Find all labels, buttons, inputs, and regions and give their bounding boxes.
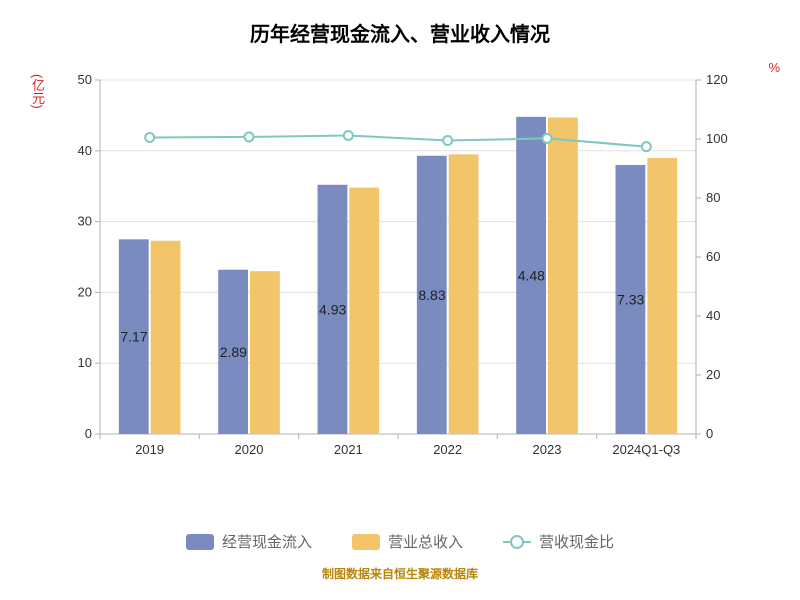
chart-title: 历年经营现金流入、营业收入情况 (0, 0, 800, 47)
bar-revenue (349, 188, 379, 434)
ratio-marker (543, 134, 552, 143)
legend-item-cash: 经营现金流入 (186, 531, 312, 552)
x-tick-label: 2023 (533, 442, 562, 457)
legend-item-revenue: 营业总收入 (352, 531, 463, 552)
chart-plot: 0 10 20 30 40 50 0 20 40 60 80 100 120 7.17 2019 2.89 20… (60, 70, 740, 470)
bar-value-label: 4.93 (319, 301, 346, 317)
bar-value-label: 8.83 (418, 287, 445, 303)
x-tick-label: 2022 (433, 442, 462, 457)
ratio-marker (642, 142, 651, 151)
bar-value-label: 2.89 (220, 344, 247, 360)
x-tick-label: 2021 (334, 442, 363, 457)
legend-item-ratio: 营收现金比 (503, 531, 614, 552)
svg-text:120: 120 (706, 72, 728, 87)
svg-text:100: 100 (706, 131, 728, 146)
bar-revenue (647, 158, 677, 434)
bar-revenue (449, 154, 479, 434)
bar-revenue (151, 241, 181, 434)
bar-revenue (250, 271, 280, 434)
ratio-marker (344, 131, 353, 140)
svg-text:80: 80 (706, 190, 720, 205)
svg-text:10: 10 (78, 355, 92, 370)
legend-swatch-bar (352, 534, 380, 550)
svg-text:20: 20 (78, 284, 92, 299)
svg-text:50: 50 (78, 72, 92, 87)
legend-label: 营收现金比 (539, 531, 614, 552)
ratio-marker (443, 136, 452, 145)
legend-label: 经营现金流入 (222, 531, 312, 552)
svg-text:40: 40 (78, 143, 92, 158)
ratio-marker (245, 132, 254, 141)
svg-text:20: 20 (706, 367, 720, 382)
footer-credit: 制图数据来自恒生聚源数据库 (0, 565, 800, 582)
x-tick-label: 2019 (135, 442, 164, 457)
svg-text:40: 40 (706, 308, 720, 323)
svg-text:0: 0 (85, 426, 92, 441)
bar-value-label: 4.48 (518, 267, 545, 283)
left-axis-label: (亿元) (28, 74, 47, 109)
legend: 经营现金流入 营业总收入 营收现金比 (0, 531, 800, 552)
x-tick-label: 2024Q1-Q3 (612, 442, 680, 457)
svg-text:0: 0 (706, 426, 713, 441)
legend-swatch-line (503, 541, 531, 543)
bar-value-label: 7.17 (120, 329, 147, 345)
svg-text:60: 60 (706, 249, 720, 264)
bar-revenue (548, 118, 578, 434)
legend-swatch-bar (186, 534, 214, 550)
x-tick-label: 2020 (235, 442, 264, 457)
legend-label: 营业总收入 (388, 531, 463, 552)
svg-text:30: 30 (78, 214, 92, 229)
bar-value-label: 7.33 (617, 291, 644, 307)
ratio-marker (145, 133, 154, 142)
right-axis-label: % (768, 60, 780, 75)
